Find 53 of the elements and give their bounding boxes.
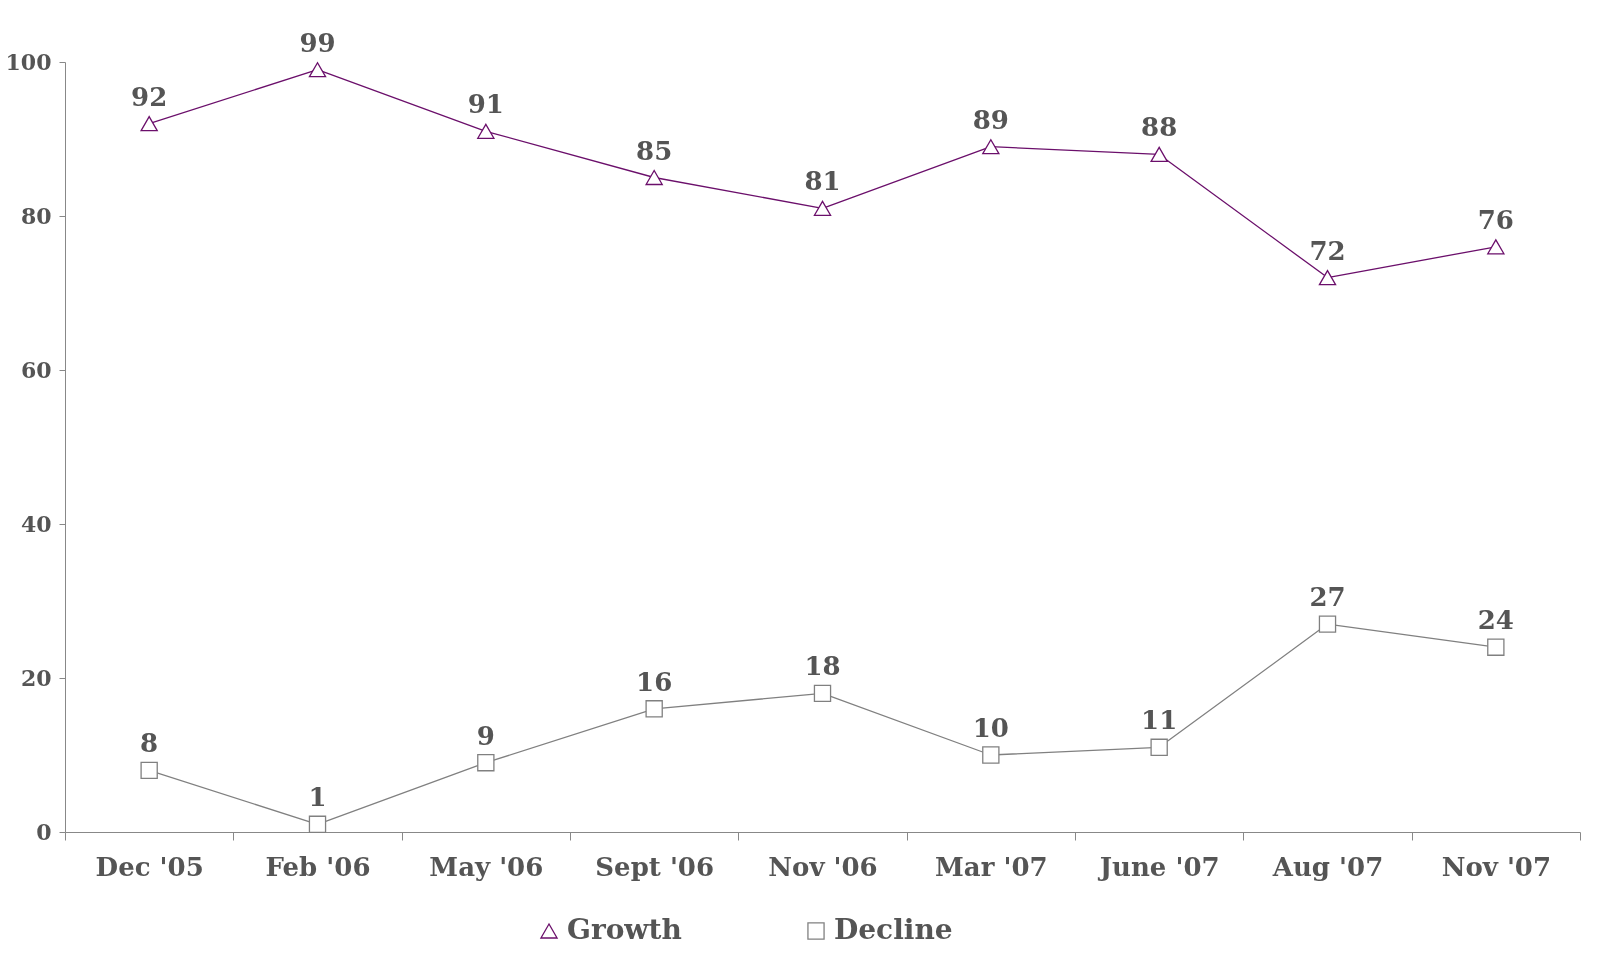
data-label: 92 [131,81,168,112]
point [1150,738,1168,757]
data-label: 72 [1309,235,1346,266]
data-label: 81 [804,166,841,197]
x-tick-label: Aug '07 [1271,851,1384,882]
point [477,753,495,772]
y-tick-label: 20 [20,664,52,691]
point [813,684,832,703]
data-label: 27 [1309,582,1346,613]
data-label: 1 [308,782,327,813]
point [477,123,495,139]
point [1150,146,1168,163]
point [308,62,327,78]
x-tick-label: Feb '06 [265,851,371,882]
y-tick-label: 100 [5,48,52,75]
y-tick-label: 80 [20,202,52,229]
legend-label: Growth [567,913,682,946]
data-label: 9 [476,720,495,751]
data-label: 16 [636,666,673,697]
point [982,139,1000,155]
y-tick-label: 0 [36,818,52,845]
legend-label: Decline [834,913,953,946]
point [982,746,1000,764]
point [1318,615,1337,633]
data-label: 85 [636,135,673,166]
point [308,815,327,834]
point [1487,239,1505,255]
point [140,761,158,780]
data-label: 24 [1477,605,1514,636]
data-label: 10 [972,713,1009,743]
point [1318,269,1337,286]
x-tick-label: Mar '07 [935,851,1048,882]
x-tick-label: Dec '05 [95,851,204,882]
data-label: 91 [467,89,504,120]
y-tick-label: 40 [20,510,52,537]
x-tick-label: Nov '06 [768,851,878,882]
data-label: 8 [140,728,159,759]
point [140,115,158,132]
y-tick-label: 60 [20,356,52,383]
point [645,700,663,718]
x-tick-label: Sept '06 [595,851,715,882]
point [645,169,663,186]
x-tick-label: June '07 [1097,851,1220,882]
point [1487,638,1505,656]
data-label: 88 [1141,112,1178,143]
x-tick-label: Nov '07 [1441,851,1552,882]
x-tick-label: May '06 [429,851,544,882]
data-label: 99 [299,27,336,58]
data-label: 11 [1141,705,1178,736]
data-label: 76 [1477,204,1514,235]
data-label: 18 [804,651,841,682]
point [813,200,832,216]
data-label: 89 [972,104,1009,135]
